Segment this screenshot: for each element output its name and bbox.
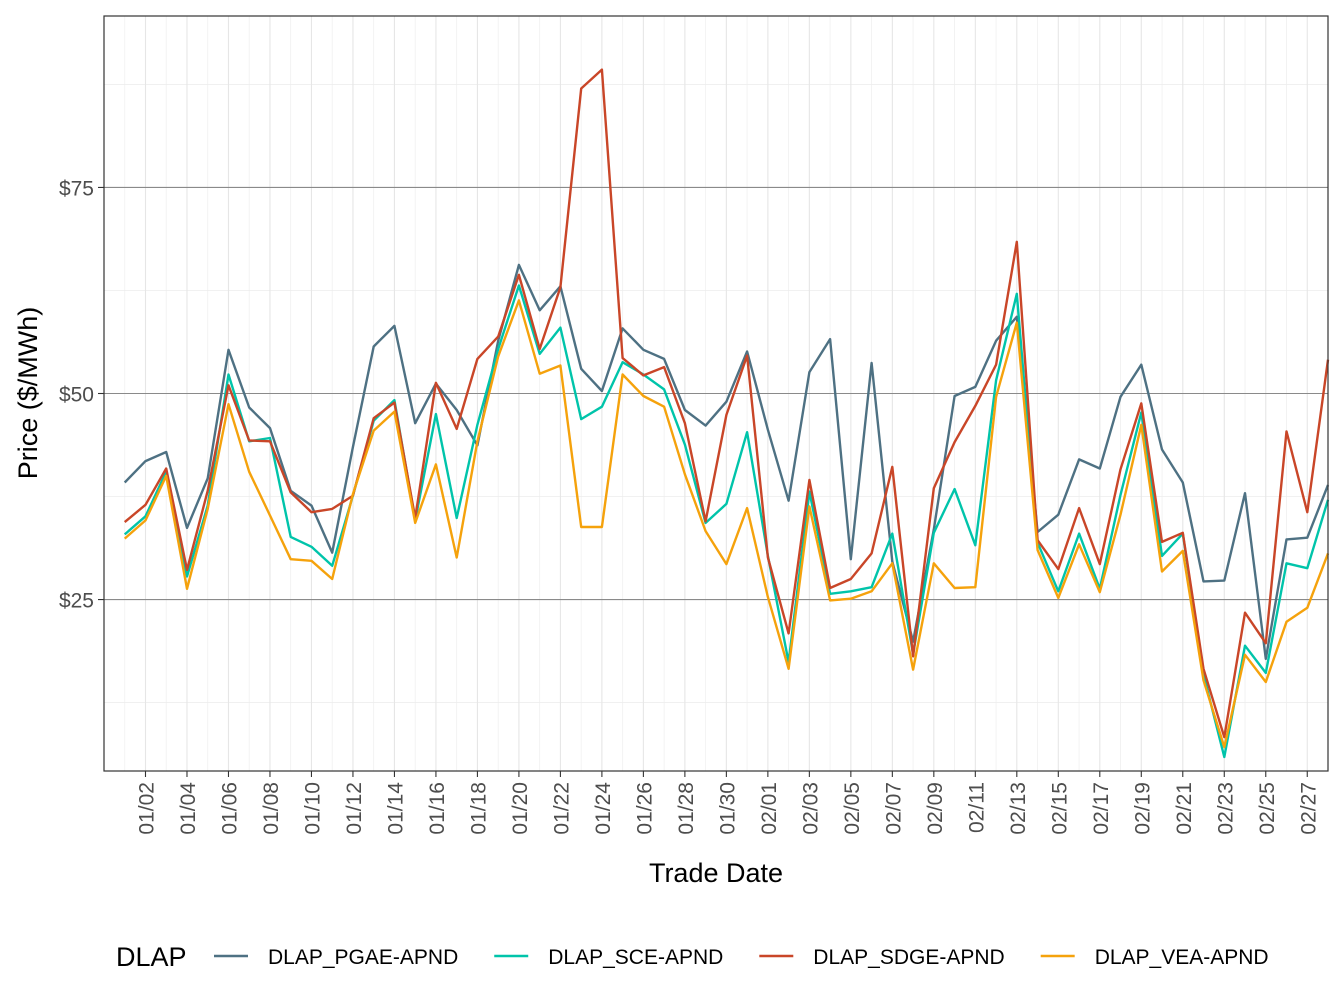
x-tick-label: 02/11 xyxy=(965,782,988,833)
x-tick-label: 02/03 xyxy=(799,782,822,835)
x-axis-title: Trade Date xyxy=(649,858,783,888)
series-line-dlap-sdge-apnd xyxy=(123,68,1330,739)
x-tick-label: 01/10 xyxy=(301,782,324,835)
x-tick-label: 01/30 xyxy=(716,782,739,835)
y-tick-label: $50 xyxy=(59,384,94,407)
x-tick-label: 01/02 xyxy=(135,782,158,835)
x-tick-label: 01/24 xyxy=(592,782,615,835)
series-line-dlap-pgae-apnd xyxy=(123,263,1330,661)
x-tick-label: 01/28 xyxy=(675,782,698,835)
x-tick-label: 01/14 xyxy=(384,782,407,835)
x-tick-label: 02/15 xyxy=(1048,782,1071,835)
legend-item-dlap-sdge-apnd: DLAP_SDGE-APND xyxy=(759,946,1005,969)
y-axis: $25 $50 $75 xyxy=(59,177,104,613)
legend-item-dlap-pgae-apnd: DLAP_PGAE-APND xyxy=(214,946,458,969)
y-tick-label: $75 xyxy=(59,177,94,200)
x-tick-label: 01/20 xyxy=(509,782,532,835)
x-tick-label: 01/06 xyxy=(218,782,241,835)
x-tick-label: 02/07 xyxy=(882,782,905,835)
legend-label: DLAP_SDGE-APND xyxy=(813,946,1004,969)
x-tick-label: 02/25 xyxy=(1256,782,1279,835)
legend-label: DLAP_SCE-APND xyxy=(548,946,723,969)
x-tick-label: 02/23 xyxy=(1214,782,1237,835)
grid-major xyxy=(104,16,1328,771)
x-tick-label: 01/08 xyxy=(260,782,283,835)
legend-label: DLAP_VEA-APND xyxy=(1095,946,1269,969)
x-tick-label: 02/13 xyxy=(1007,782,1030,835)
x-tick-label: 02/01 xyxy=(758,782,781,835)
series-line-dlap-vea-apnd xyxy=(123,299,1330,749)
x-tick-label: 02/05 xyxy=(841,782,864,835)
legend-title: DLAP xyxy=(116,942,187,972)
y-axis-title: Price ($/MWh) xyxy=(13,307,43,480)
x-tick-label: 02/27 xyxy=(1297,782,1320,835)
x-tick-label: 01/18 xyxy=(467,782,490,835)
x-axis: 01/02 01/04 01/06 01/08 01/10 01/12 01/14 01/16… xyxy=(135,771,1320,835)
x-tick-label: 02/21 xyxy=(1173,782,1196,835)
x-tick-label: 02/09 xyxy=(924,782,947,835)
legend: DLAP DLAP_PGAE-APND DLAP_SCE-APND DLAP_SDG… xyxy=(116,942,1269,972)
legend-label: DLAP_PGAE-APND xyxy=(268,946,458,969)
y-tick-label: $25 xyxy=(59,590,94,613)
series-line-dlap-sce-apnd xyxy=(123,284,1330,759)
x-tick-label: 01/04 xyxy=(177,782,200,835)
x-tick-label: 02/17 xyxy=(1090,782,1113,835)
x-tick-label: 01/26 xyxy=(633,782,656,835)
x-tick-label: 01/22 xyxy=(550,782,573,835)
x-tick-label: 01/16 xyxy=(426,782,449,835)
x-tick-label: 02/19 xyxy=(1131,782,1154,835)
legend-item-dlap-vea-apnd: DLAP_VEA-APND xyxy=(1040,946,1269,969)
x-tick-label: 01/12 xyxy=(343,782,366,835)
legend-item-dlap-sce-apnd: DLAP_SCE-APND xyxy=(494,946,723,969)
series-lines xyxy=(123,68,1330,759)
